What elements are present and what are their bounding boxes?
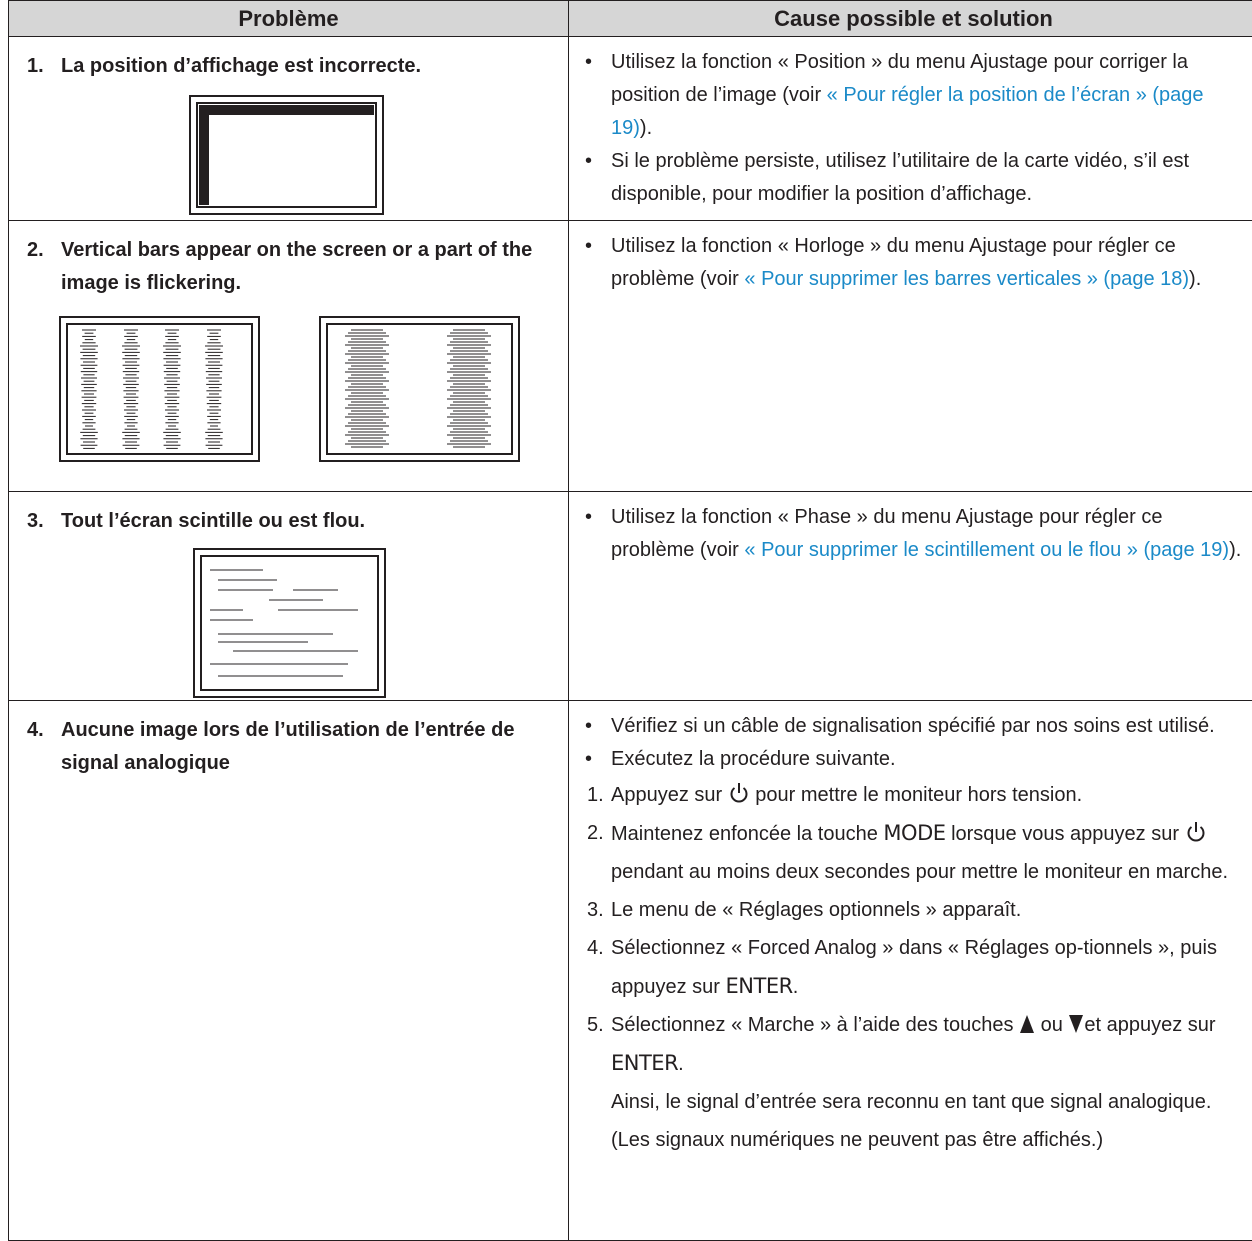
monitor-illustration bbox=[193, 548, 388, 700]
row: 1. La position d’affichage est incorrect… bbox=[9, 37, 1252, 221]
text: ). bbox=[1229, 539, 1241, 561]
text: Sélectionnez « Marche » à l’aide des tou… bbox=[611, 1014, 1019, 1036]
text: ou bbox=[1035, 1014, 1068, 1036]
solution-cell: Utilisez la fonction « Horloge » du menu… bbox=[569, 221, 1252, 492]
link[interactable]: « Pour supprimer les barres verticales »… bbox=[744, 268, 1189, 290]
step: 5. Sélectionnez « Marche » à l’aide des t… bbox=[581, 1006, 1250, 1159]
solution-cell: Vérifiez si un câble de signalisation sp… bbox=[569, 701, 1252, 1241]
monitor-illustration bbox=[189, 95, 389, 220]
step: 3. Le menu de « Réglages optionnels » app… bbox=[581, 891, 1250, 929]
step-number: 1. bbox=[587, 776, 604, 814]
row: 3. Tout l’écran scintille ou est flou. U… bbox=[9, 492, 1252, 701]
step-number: 5. bbox=[587, 1006, 604, 1044]
problem-text: Aucune image lors de l’utilisation de l’… bbox=[61, 719, 514, 774]
problem-text: Tout l’écran scintille ou est flou. bbox=[61, 510, 365, 532]
text: Appuyez sur bbox=[611, 784, 728, 806]
text: Si le problème persiste, utilisez l’util… bbox=[611, 150, 1189, 205]
text: et appuyez sur bbox=[1084, 1014, 1215, 1036]
text: Exécutez la procédure suivante. bbox=[611, 748, 896, 770]
key-label: ENTER bbox=[611, 1051, 678, 1075]
text: Sélectionnez « Forced Analog » dans « Ré… bbox=[611, 937, 1217, 998]
problem-cell: 4. Aucune image lors de l’utilisation de… bbox=[9, 701, 569, 1241]
step: 4.Sélectionnez « Forced Analog » dans « … bbox=[581, 929, 1250, 1006]
text: . bbox=[678, 1053, 684, 1075]
text: pour mettre le moniteur hors tension. bbox=[755, 784, 1082, 806]
note: Ainsi, le signal d’entrée sera reconnu e… bbox=[611, 1091, 1211, 1151]
text: lorsque vous appuyez sur bbox=[946, 823, 1185, 845]
key-label: MODE bbox=[883, 821, 945, 845]
bullet: Exécutez la procédure suivante. bbox=[581, 743, 1250, 776]
header-cell: Cause possible et solution bbox=[569, 1, 1252, 37]
row: 4. Aucune image lors de l’utilisation de… bbox=[9, 701, 1252, 1241]
text: Vérifiez si un câble de signalisation sp… bbox=[611, 715, 1215, 737]
row-number: 2. bbox=[27, 234, 44, 267]
problem-cell: 2. Vertical bars appear on the screen or… bbox=[9, 221, 569, 492]
header-cell: Problème bbox=[9, 1, 569, 37]
row-number: 4. bbox=[27, 714, 44, 747]
text: Le menu de « Réglages optionnels » appar… bbox=[611, 899, 1021, 921]
step: 1. Appuyez sur pour mettre le moniteur ho… bbox=[581, 776, 1250, 814]
bullet: Utilisez la fonction « Position » du men… bbox=[581, 46, 1250, 145]
step-number: 4. bbox=[587, 929, 604, 967]
solution-cell: Utilisez la fonction « Phase » du menu A… bbox=[569, 492, 1252, 701]
monitor-illustration bbox=[319, 316, 521, 463]
bullet: Utilisez la fonction « Phase » du menu A… bbox=[581, 501, 1250, 567]
key-label: ENTER bbox=[726, 974, 793, 998]
power-icon bbox=[1185, 821, 1207, 843]
problem-text: La position d’affichage est incorrecte. bbox=[61, 55, 421, 77]
step-number: 3. bbox=[587, 891, 604, 929]
step: 2. Maintenez enfoncée la touche MODE lors… bbox=[581, 814, 1250, 891]
troubleshooting-table: Problème Cause possible et solution 1. L… bbox=[8, 0, 1252, 1241]
row: 2. Vertical bars appear on the screen or… bbox=[9, 221, 1252, 492]
problem-cell: 1. La position d’affichage est incorrect… bbox=[9, 37, 569, 221]
problem-text: Vertical bars appear on the screen or a … bbox=[61, 239, 532, 294]
text: . bbox=[793, 976, 799, 998]
text: ). bbox=[640, 117, 652, 139]
step-number: 2. bbox=[587, 814, 604, 852]
row-number: 3. bbox=[27, 505, 44, 538]
bullet: Vérifiez si un câble de signalisation sp… bbox=[581, 710, 1250, 743]
bullet: Utilisez la fonction « Horloge » du menu… bbox=[581, 230, 1250, 296]
bullet: Si le problème persiste, utilisez l’util… bbox=[581, 145, 1250, 211]
up-arrow-icon bbox=[1019, 1014, 1035, 1034]
header-row: Problème Cause possible et solution bbox=[9, 1, 1252, 37]
link[interactable]: « Pour supprimer le scintillement ou le … bbox=[744, 539, 1229, 561]
monitor-illustration bbox=[59, 316, 261, 463]
page: Problème Cause possible et solution 1. L… bbox=[0, 0, 1252, 1209]
down-arrow-icon bbox=[1068, 1014, 1084, 1034]
power-icon bbox=[728, 782, 750, 804]
text: Maintenez enfoncée la touche bbox=[611, 823, 883, 845]
text: pendant au moins deux secondes pour mett… bbox=[611, 861, 1228, 883]
problem-cell: 3. Tout l’écran scintille ou est flou. bbox=[9, 492, 569, 701]
row-number: 1. bbox=[27, 50, 44, 83]
solution-cell: Utilisez la fonction « Position » du men… bbox=[569, 37, 1252, 221]
text: ). bbox=[1189, 268, 1201, 290]
